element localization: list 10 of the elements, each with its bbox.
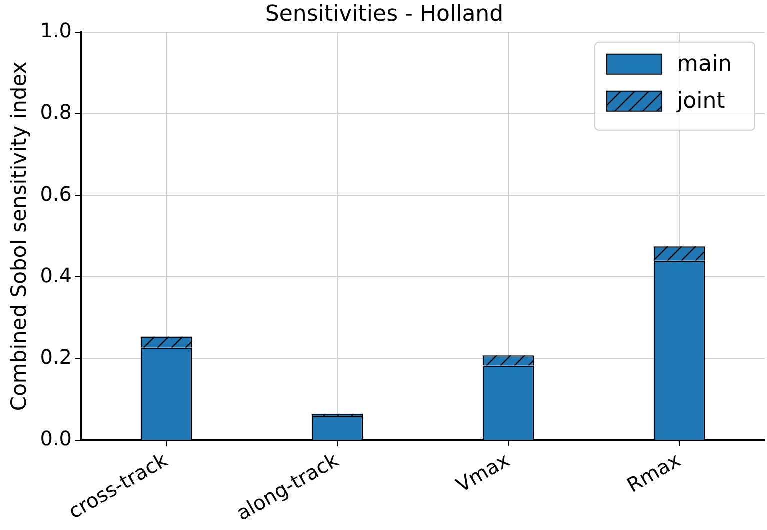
chart-title: Sensitivities - Holland — [265, 2, 504, 27]
y-tick-label: 1.0 — [40, 18, 72, 43]
y-tick-label: 0.8 — [40, 100, 72, 124]
y-tick-label: 0.2 — [40, 345, 72, 370]
y-tick-label: 0.6 — [40, 182, 72, 206]
y-axis-title: Combined Sobol sensitivity index — [7, 62, 32, 412]
y-tick-label: 0.4 — [40, 263, 72, 288]
legend-label: main — [677, 52, 732, 78]
y-tick-label: 0.0 — [40, 426, 72, 451]
legend-label: joint — [676, 89, 726, 114]
